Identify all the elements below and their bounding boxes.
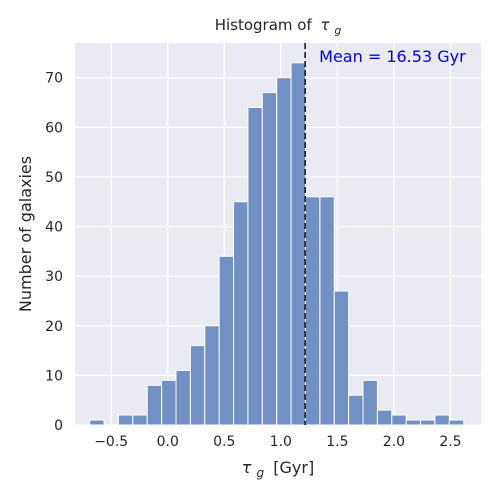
histogram-bar [290, 62, 306, 426]
histogram-bar [434, 414, 450, 426]
y-tick-label: 70 [45, 71, 63, 87]
chart-title: Histogram of τ g [215, 16, 342, 37]
xlabel-symbol: τ [242, 458, 252, 477]
x-tick-label: 1.5 [326, 434, 348, 450]
histogram-bar [146, 384, 163, 426]
xlabel-suffix: [Gyr] [273, 458, 314, 477]
x-tick-label: 0.0 [157, 434, 179, 450]
histogram-bar [448, 419, 465, 426]
x-tick-label: 2.5 [439, 434, 461, 450]
histogram-bar [132, 414, 148, 426]
y-tick-label: 30 [45, 269, 63, 285]
histogram-bar [405, 419, 422, 426]
histogram-bar [233, 201, 249, 426]
xlabel-symbol-sub: g [257, 466, 265, 480]
histogram-bar [175, 369, 191, 426]
x-axis-label: τ g [Gyr] [242, 458, 314, 481]
y-tick-labels: 0 10 20 30 40 50 60 70 [45, 71, 63, 434]
y-tick-label: 40 [45, 220, 63, 236]
histogram-bar [89, 419, 105, 426]
title-prefix: Histogram of [215, 16, 313, 34]
y-tick-label: 0 [54, 418, 63, 434]
mean-annotation: Mean = 16.53 Gyr [319, 47, 466, 66]
x-tick-label: −0.5 [94, 434, 128, 450]
histogram-bar [391, 414, 407, 426]
histogram-bar [319, 196, 335, 426]
title-symbol: τ [321, 16, 331, 34]
x-tick-labels: −0.5 0.0 0.5 1.0 1.5 2.0 2.5 [94, 434, 461, 450]
histogram-bar [161, 379, 177, 426]
y-tick-label: 50 [45, 170, 63, 186]
x-tick-label: 1.0 [270, 434, 292, 450]
histogram-bar [276, 77, 292, 426]
histogram-bar [376, 409, 393, 426]
histogram-bar [348, 394, 364, 426]
y-tick-label: 10 [45, 368, 63, 384]
histogram-bar [204, 325, 220, 426]
histogram-bar [117, 414, 134, 426]
x-tick-label: 2.0 [383, 434, 405, 450]
y-tick-label: 20 [45, 319, 63, 335]
histogram-bar [333, 290, 350, 426]
histogram-bar [189, 345, 206, 426]
histogram-bar [362, 379, 378, 426]
y-tick-label: 60 [45, 120, 63, 136]
histogram-bar [218, 255, 235, 426]
y-axis-label: Number of galaxies [16, 156, 35, 312]
histogram-bar [261, 92, 278, 426]
x-tick-label: 0.5 [213, 434, 235, 450]
title-symbol-sub: g [334, 24, 341, 37]
histogram-bar [304, 196, 321, 426]
histogram-bar [247, 106, 263, 426]
histogram-bars [89, 62, 465, 426]
histogram-bar [420, 419, 436, 426]
